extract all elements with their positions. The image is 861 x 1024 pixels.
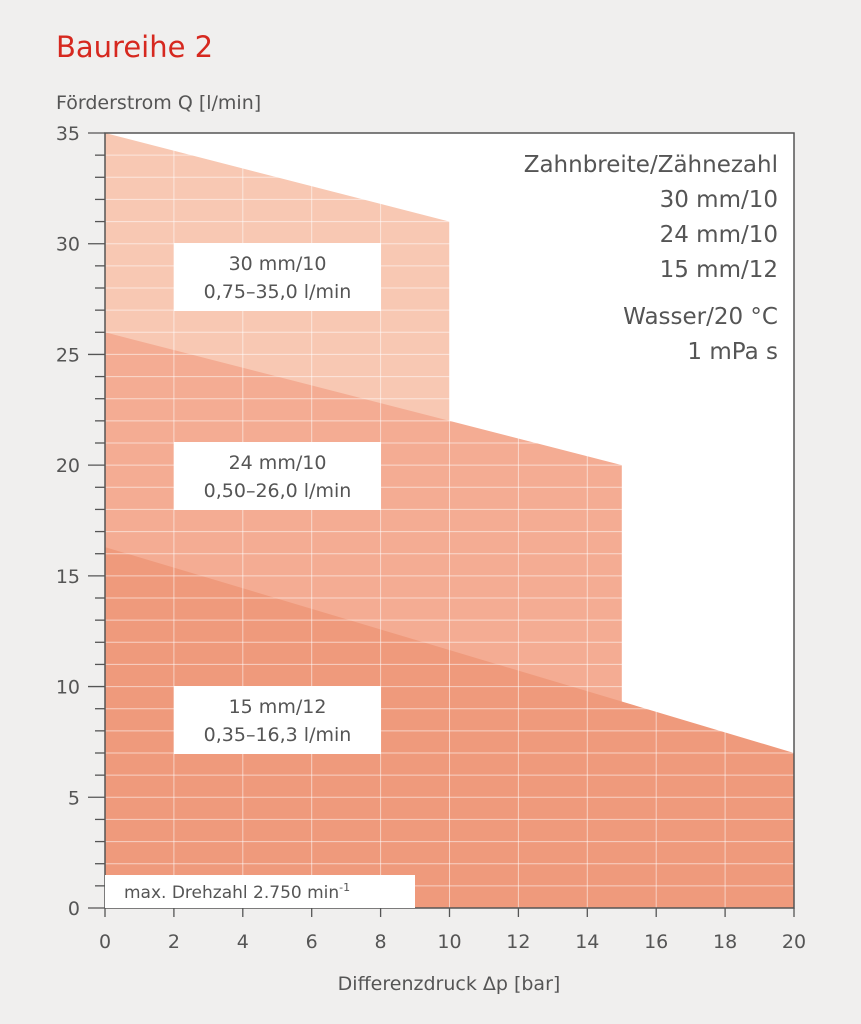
series-label-box-24mm-10: [174, 442, 381, 510]
series-label-text: 0,50–26,0 l/min: [204, 480, 352, 502]
series-label-text: 30 mm/10: [229, 253, 327, 275]
page-title: Baureihe 2: [56, 30, 214, 64]
x-tick-label: 16: [644, 931, 668, 953]
footnote-superscript: -1: [339, 881, 350, 894]
y-tick-label: 20: [56, 455, 80, 477]
x-tick-label: 20: [782, 931, 806, 953]
x-axis-label: Differenzdruck Δp [bar]: [338, 973, 561, 995]
x-tick-label: 18: [713, 931, 737, 953]
y-tick-label: 0: [68, 898, 80, 920]
y-tick-label: 10: [56, 677, 80, 699]
x-tick-label: 12: [506, 931, 530, 953]
footnote-box: [105, 875, 415, 908]
series-label-box-15mm-12: [174, 686, 381, 754]
medium-info: 1 mPa s: [687, 339, 778, 365]
x-tick-label: 2: [168, 931, 180, 953]
x-tick-label: 0: [99, 931, 111, 953]
y-tick-label: 35: [56, 123, 80, 145]
legend-title: Zahnbreite/Zähnezahl: [524, 152, 778, 178]
legend-entry: 24 mm/10: [660, 222, 778, 248]
chart-axes: [88, 132, 795, 917]
y-tick-label: 25: [56, 344, 80, 366]
x-tick-label: 6: [306, 931, 318, 953]
medium-info: Wasser/20 °C: [623, 304, 778, 330]
x-tick-label: 14: [575, 931, 599, 953]
x-tick-label: 4: [237, 931, 249, 953]
series-label-text: 0,35–16,3 l/min: [204, 724, 352, 746]
y-tick-label: 5: [68, 787, 80, 809]
chart-labels: 0 5 10 15 20 25 30 35 0 2 4 6 8 10 12 14 16 18 20 Förderstr…: [56, 92, 806, 995]
y-axis-label: Förderstrom Q [l/min]: [56, 92, 261, 114]
x-tick-label: 10: [437, 931, 461, 953]
y-tick-label: 30: [56, 234, 80, 256]
series-label-text: 0,75–35,0 l/min: [204, 281, 352, 303]
y-tick-label: 15: [56, 566, 80, 588]
series-label-text: 24 mm/10: [229, 452, 327, 474]
series-label-text: 15 mm/12: [229, 696, 327, 718]
series-label-box-30mm-10: [174, 243, 381, 311]
legend-entry: 30 mm/10: [660, 187, 778, 213]
footnote-text: max. Drehzahl 2.750 min-1: [124, 881, 350, 903]
legend-entry: 15 mm/12: [660, 257, 778, 283]
x-tick-label: 8: [375, 931, 387, 953]
